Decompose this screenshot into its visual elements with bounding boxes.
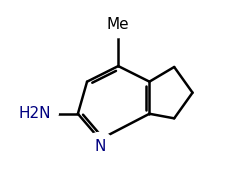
- Text: N: N: [94, 139, 105, 154]
- Text: H2N: H2N: [19, 106, 51, 121]
- Ellipse shape: [44, 108, 58, 119]
- Text: Me: Me: [107, 17, 129, 32]
- Ellipse shape: [112, 27, 123, 38]
- Ellipse shape: [88, 132, 111, 146]
